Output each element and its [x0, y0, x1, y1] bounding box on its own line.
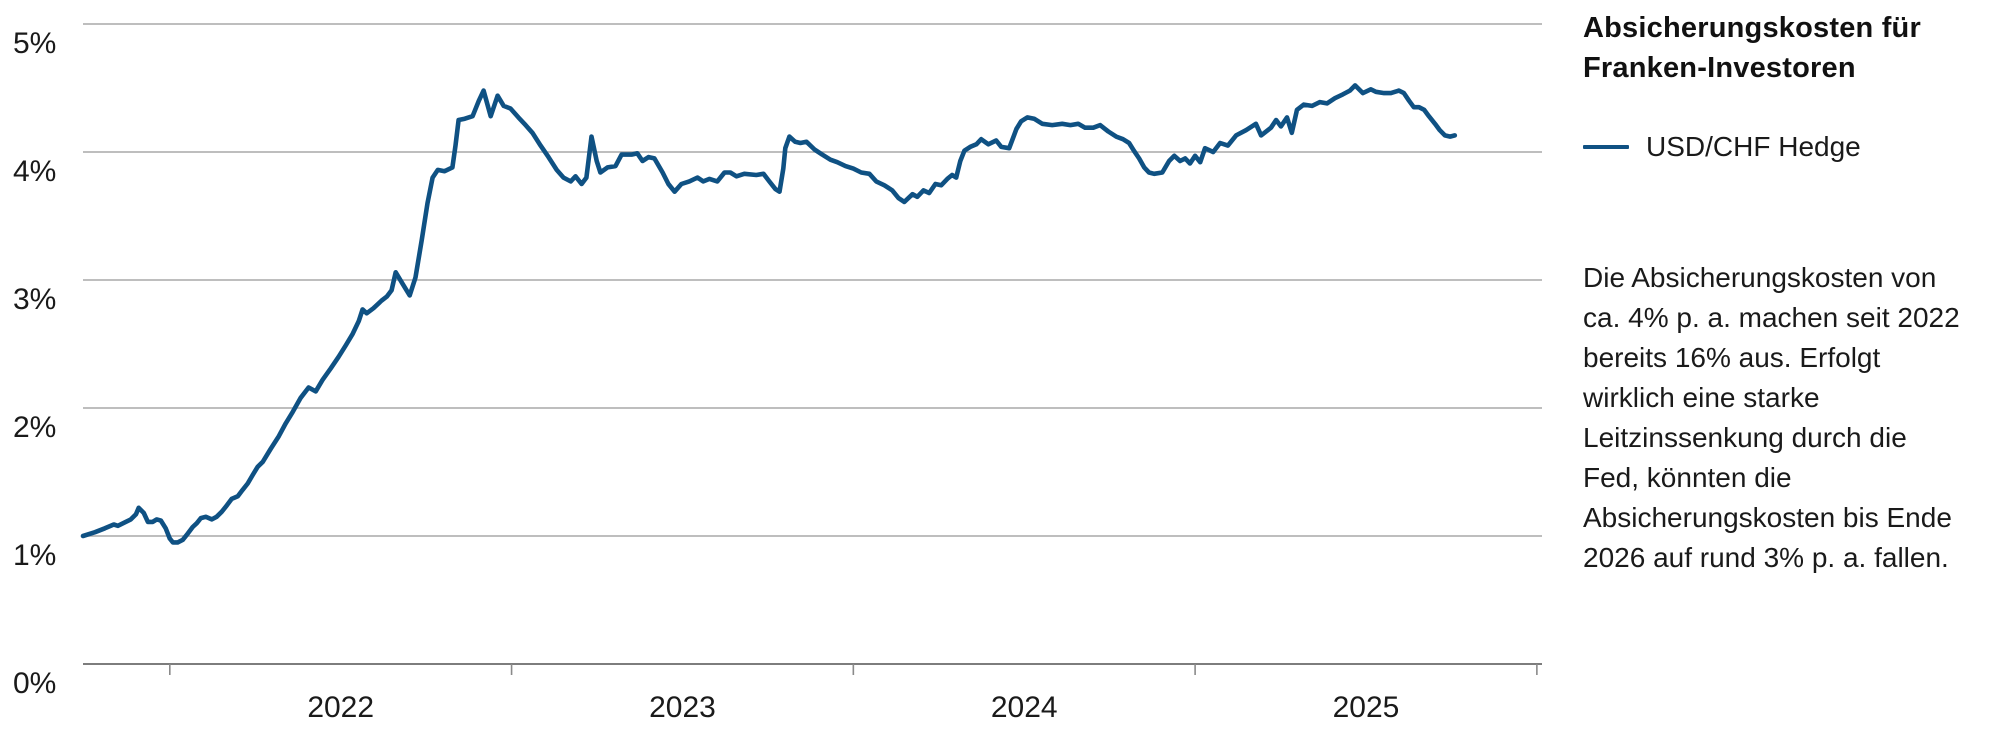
y-axis-label: 1%	[13, 539, 56, 572]
y-axis-label: 0%	[13, 667, 56, 700]
y-axis-label: 4%	[13, 155, 56, 188]
y-axis-label: 2%	[13, 411, 56, 444]
x-axis-label: 2023	[649, 691, 716, 724]
legend-label: USD/CHF Hedge	[1646, 131, 1861, 162]
x-axis-label: 2024	[991, 691, 1058, 724]
x-axis-label: 2022	[307, 691, 374, 724]
y-axis-label: 5%	[13, 27, 56, 60]
side-panel: Absicherungskosten für Franken-Investore…	[1583, 0, 1983, 753]
usd-chf-hedge-line	[80, 83, 1458, 545]
legend-line-swatch	[1583, 145, 1629, 149]
chart-title: Absicherungskosten für Franken-Investore…	[1583, 12, 1921, 84]
x-axis-label: 2025	[1333, 691, 1400, 724]
y-axis-label: 3%	[13, 283, 56, 316]
legend: USD/CHF Hedge	[1583, 131, 1973, 163]
commentary-text: Die Absicherungskosten von ca. 4% p. a. …	[1583, 262, 1960, 573]
